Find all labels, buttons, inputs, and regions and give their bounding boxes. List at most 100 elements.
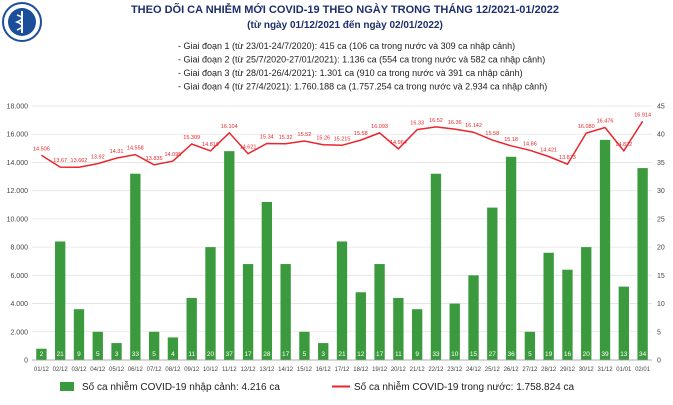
bar [468, 275, 479, 360]
x-tick-label: 30/12 [579, 367, 595, 373]
bar [599, 139, 611, 360]
line-value-label: 16.080 [578, 124, 595, 130]
bar-value-label: 5 [303, 351, 307, 358]
x-tick-label: 06/12 [128, 367, 144, 373]
line-value-label: 15.34 [260, 135, 274, 141]
line-value-label: 14.421 [540, 148, 557, 154]
bar-value-label: 3 [321, 351, 325, 358]
x-tick-label: 01/12 [34, 367, 50, 373]
y2-tick-label: 0 [657, 358, 661, 365]
x-tick-label: 16/12 [316, 367, 332, 373]
bar [36, 348, 47, 360]
y-tick-label: 4.000 [10, 301, 28, 308]
y-tick-label: 18.000 [7, 104, 29, 111]
line-value-label: 14.964 [390, 140, 407, 146]
line-value-label: 14.822 [615, 142, 632, 148]
x-tick-label: 02/12 [53, 367, 69, 373]
x-tick-label: 27/12 [522, 367, 538, 373]
x-tick-label: 15/12 [297, 367, 313, 373]
bar [543, 252, 554, 360]
bar [524, 331, 536, 360]
x-tick-label: 01/01 [616, 367, 632, 373]
x-tick-label: 24/12 [466, 367, 482, 373]
bar [487, 207, 498, 360]
bar-value-label: 9 [415, 351, 419, 358]
y-tick-label: 2.000 [10, 329, 28, 336]
x-tick-label: 18/12 [353, 367, 369, 373]
y2-tick-label: 5 [657, 329, 661, 336]
bar-value-label: 16 [564, 351, 572, 358]
bar-value-label: 5 [96, 351, 100, 358]
x-tick-label: 21/12 [410, 367, 426, 373]
line-value-label: 14.506 [33, 146, 50, 152]
bar [618, 286, 629, 360]
line-value-label: 16.36 [448, 120, 462, 126]
annotation: - Giai đoạn 2 (từ 25/7/2020-27/01/2021):… [178, 55, 545, 65]
bar-value-label: 12 [357, 351, 365, 358]
line-value-label: 15.32 [279, 135, 293, 141]
y2-tick-label: 10 [657, 301, 665, 308]
bar-value-label: 4 [171, 351, 175, 358]
x-tick-label: 17/12 [334, 367, 350, 373]
bar [148, 331, 160, 360]
x-tick-label: 31/12 [598, 367, 614, 373]
x-tick-label: 07/12 [147, 367, 163, 373]
bar-value-label: 37 [226, 351, 234, 358]
bar-value-label: 13 [620, 351, 628, 358]
bar [449, 303, 460, 360]
legend-swatch [60, 382, 74, 391]
line-value-label: 14.819 [202, 142, 219, 148]
annotation: - Giai đoạn 3 (từ 28/01-26/4/2021): 1.30… [178, 68, 523, 78]
y-tick-label: 10.000 [7, 216, 29, 223]
y-tick-label: 0 [24, 358, 28, 365]
bar-value-label: 39 [601, 351, 609, 358]
x-tick-label: 19/12 [372, 367, 388, 373]
bar-value-label: 11 [188, 351, 195, 358]
chart-title: THEO DÕI CA NHIỄM MỚI COVID-19 THEO NGÀY… [131, 3, 559, 16]
y-tick-label: 14.000 [7, 160, 29, 167]
line-value-label: 15.58 [354, 131, 368, 137]
line-value-label: 13.835 [146, 156, 163, 162]
bar [242, 264, 254, 360]
bar [73, 309, 85, 360]
bar [562, 269, 573, 360]
x-tick-label: 28/12 [541, 367, 557, 373]
chart-subtitle: (từ ngày 01/12/2021 đến ngày 02/01/2022) [247, 19, 443, 31]
bar-value-label: 19 [545, 351, 553, 358]
x-tick-label: 20/12 [391, 367, 407, 373]
legend-label: Số ca nhiễm COVID-19 nhập cảnh: 4.216 ca [82, 380, 280, 393]
x-tick-label: 04/12 [90, 367, 106, 373]
x-tick-label: 23/12 [447, 367, 463, 373]
bar [336, 241, 348, 360]
bar-value-label: 5 [152, 351, 156, 358]
bar-value-label: 28 [263, 351, 271, 358]
bar [637, 168, 648, 360]
bar-value-label: 21 [57, 351, 65, 358]
x-tick-label: 29/12 [560, 367, 576, 373]
annotation: - Giai đoạn 1 (từ 23/01-24/7/2020): 415 … [178, 41, 515, 51]
x-tick-label: 14/12 [278, 367, 294, 373]
bar [130, 173, 141, 360]
x-tick-label: 02/01 [635, 367, 651, 373]
bar-value-label: 17 [376, 351, 384, 358]
line-value-label: 14.558 [127, 146, 144, 152]
y2-tick-label: 20 [657, 245, 665, 252]
line-value-label: 15.26 [316, 136, 330, 142]
bar-value-label: 5 [528, 351, 532, 358]
bar [224, 151, 235, 360]
bar [92, 331, 103, 360]
annotation: - Giai đoạn 4 (từ 27/4/2021): 1.760.188 … [178, 82, 547, 92]
bar [167, 337, 179, 360]
bar [111, 343, 122, 360]
bar [430, 173, 442, 360]
line-value-label: 16.33 [410, 121, 424, 127]
bar-value-label: 20 [207, 351, 215, 358]
y2-tick-label: 45 [657, 104, 665, 111]
line-value-label: 13.662 [71, 158, 88, 164]
y2-tick-label: 15 [657, 273, 665, 280]
x-tick-label: 11/12 [222, 367, 237, 373]
x-tick-label: 26/12 [504, 367, 520, 373]
line-value-label: 14.86 [523, 141, 537, 147]
bar-value-label: 10 [451, 351, 459, 358]
bar-value-label: 34 [639, 351, 647, 358]
